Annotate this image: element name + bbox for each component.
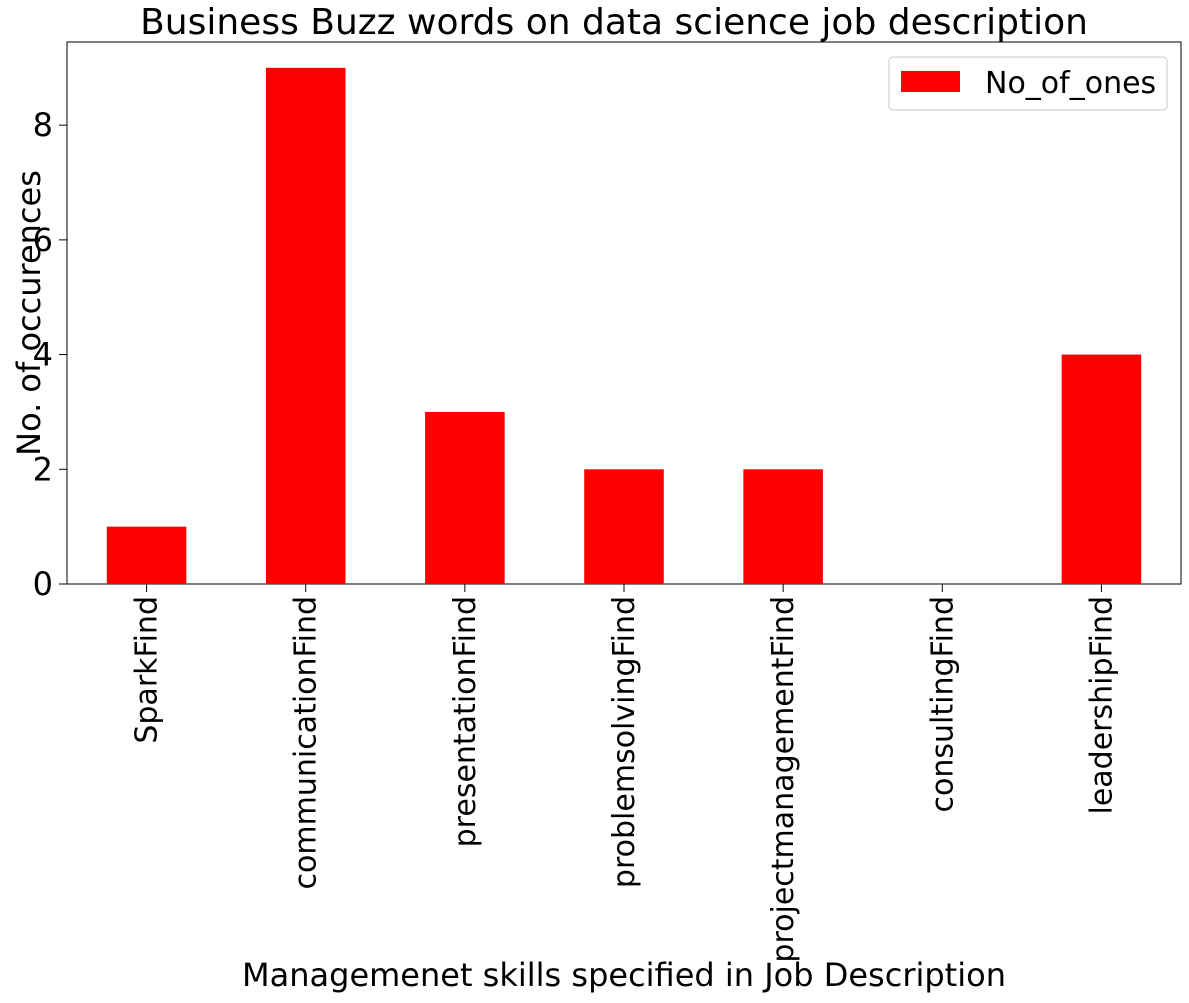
x-tick-label: problemsolvingFind <box>607 596 642 888</box>
chart-title: Business Buzz words on data science job … <box>140 2 1088 43</box>
y-axis: 0 2 4 6 8 <box>33 106 67 603</box>
y-axis-label: No. of occurences <box>10 170 48 456</box>
x-tick-label: consultingFind <box>925 596 960 812</box>
y-tick-label: 2 <box>33 450 53 488</box>
x-tick-label: SparkFind <box>130 596 165 744</box>
x-tick-label: projectmanagementFind <box>766 596 801 963</box>
x-axis: SparkFind communicationFind presentationFi… <box>130 584 1119 963</box>
bar-SparkFind <box>106 526 187 584</box>
y-tick-label: 6 <box>33 221 53 259</box>
legend: No_of_ones <box>888 56 1168 111</box>
legend-label: No_of_ones <box>985 66 1156 101</box>
bar-problemsolvingFind <box>584 469 664 584</box>
plot-area <box>66 41 1182 585</box>
bar-communicationFind <box>265 67 346 584</box>
legend-frame <box>888 56 1168 111</box>
legend-swatch <box>901 71 960 92</box>
y-tick-label: 4 <box>33 336 53 374</box>
bar-projectmanagementFind <box>743 469 823 584</box>
bar-presentationFind <box>425 411 505 584</box>
x-tick-label: leadershipFind <box>1084 596 1119 815</box>
x-axis-label: Managemenet skills specified in Job Desc… <box>242 956 1006 994</box>
x-tick-label: communicationFind <box>289 596 324 889</box>
y-tick-label: 8 <box>33 106 53 144</box>
x-tick-label: presentationFind <box>448 596 483 847</box>
y-tick-label: 0 <box>33 565 53 603</box>
bar-leadershipFind <box>1061 354 1142 584</box>
